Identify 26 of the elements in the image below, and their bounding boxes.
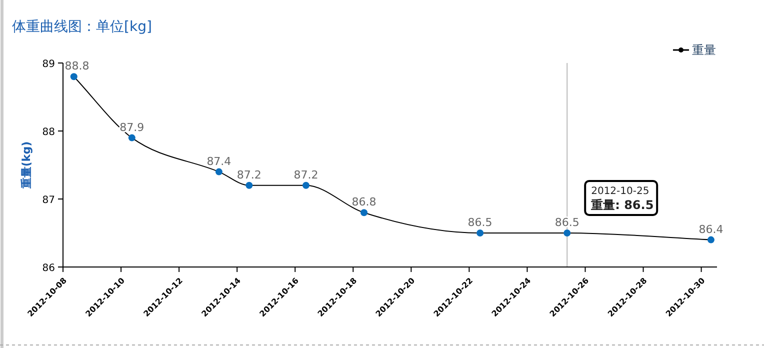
data-label: 88.8 — [64, 60, 90, 73]
data-label: 87.2 — [236, 168, 262, 182]
point — [246, 182, 253, 189]
data-label: 86.5 — [554, 216, 580, 229]
point — [302, 182, 310, 189]
point — [476, 230, 484, 236]
data-label: 87.2 — [294, 168, 318, 182]
y-axis-title: 重量(kg) — [20, 141, 33, 190]
data-label: 86.4 — [698, 222, 724, 236]
data-label: 86.5 — [468, 216, 492, 229]
point — [70, 73, 78, 80]
point — [564, 230, 571, 236]
y-tick-label: 88 — [42, 127, 55, 138]
legend-label: 重量 — [692, 43, 716, 57]
data-label: 87.9 — [120, 120, 144, 134]
point — [128, 134, 136, 142]
y-tick-label: 86 — [42, 263, 55, 274]
data-label: 86.8 — [352, 196, 376, 209]
point — [215, 168, 222, 176]
y-tick-label: 89 — [42, 59, 55, 70]
chart-title: 体重曲线图：单位[kg] — [12, 19, 152, 35]
annotation: 2012-10-25 重量: 86.5 — [590, 186, 654, 212]
data-label: 87.4 — [206, 154, 232, 168]
point — [707, 236, 714, 244]
point — [360, 209, 368, 216]
y-tick-label: 87 — [42, 195, 55, 206]
